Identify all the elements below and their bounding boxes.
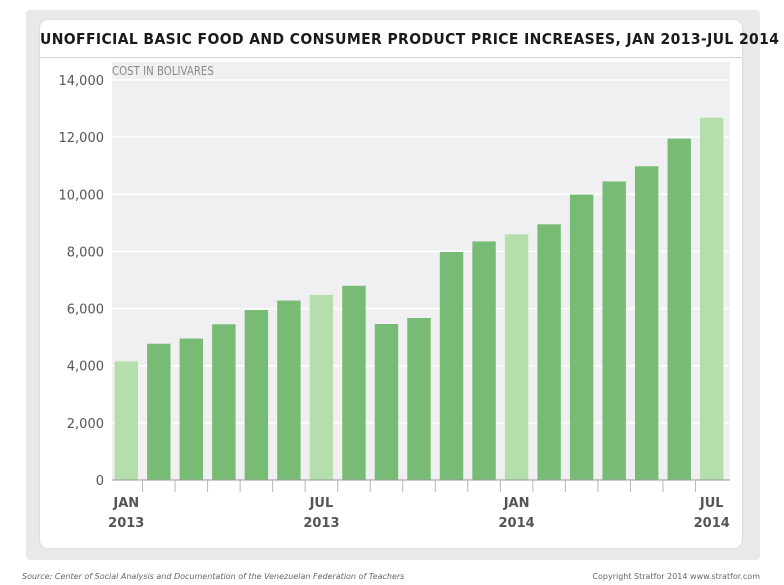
x-tick-label: 2013 [108, 516, 144, 531]
x-tick-label: JAN [503, 496, 530, 511]
bar [374, 324, 399, 480]
bar [667, 138, 691, 481]
x-tick-label: 2014 [694, 516, 730, 531]
bar [602, 181, 626, 480]
bar [309, 294, 334, 480]
bar [147, 343, 171, 480]
y-tick-label: 6,000 [67, 303, 104, 318]
y-tick-label: 0 [96, 474, 104, 489]
bar [569, 194, 594, 481]
bar [342, 285, 366, 480]
bar [114, 361, 138, 480]
y-tick-label: 2,000 [67, 417, 104, 432]
bar [537, 224, 561, 480]
bar [244, 310, 269, 480]
copyright-note: Copyright Stratfor 2014 www.stratfor.com [592, 572, 760, 581]
x-tick-label: 2014 [498, 516, 534, 531]
source-note: Source: Center of Social Analysis and Do… [22, 572, 405, 581]
title-divider [40, 57, 742, 58]
bar [634, 166, 659, 481]
bar [277, 300, 301, 480]
bar [700, 117, 724, 480]
chart-title: UNOFFICIAL BASIC FOOD AND CONSUMER PRODU… [40, 30, 780, 48]
y-tick-label: 10,000 [59, 188, 105, 203]
bar [504, 234, 529, 480]
x-tick-label: JAN [112, 496, 139, 511]
y-tick-label: 4,000 [67, 360, 104, 375]
y-tick-label: 14,000 [59, 74, 105, 89]
bar [439, 252, 464, 480]
y-axis-unit-label: COST IN BOLIVARES [112, 64, 214, 78]
bar [407, 318, 431, 480]
bar [472, 241, 496, 480]
y-tick-label: 8,000 [67, 245, 104, 260]
x-tick-label: JUL [699, 496, 724, 511]
x-tick-label: JUL [309, 496, 334, 511]
x-tick-label: 2013 [303, 516, 339, 531]
bar [212, 324, 236, 480]
bar [179, 338, 204, 480]
y-tick-label: 12,000 [59, 131, 105, 146]
